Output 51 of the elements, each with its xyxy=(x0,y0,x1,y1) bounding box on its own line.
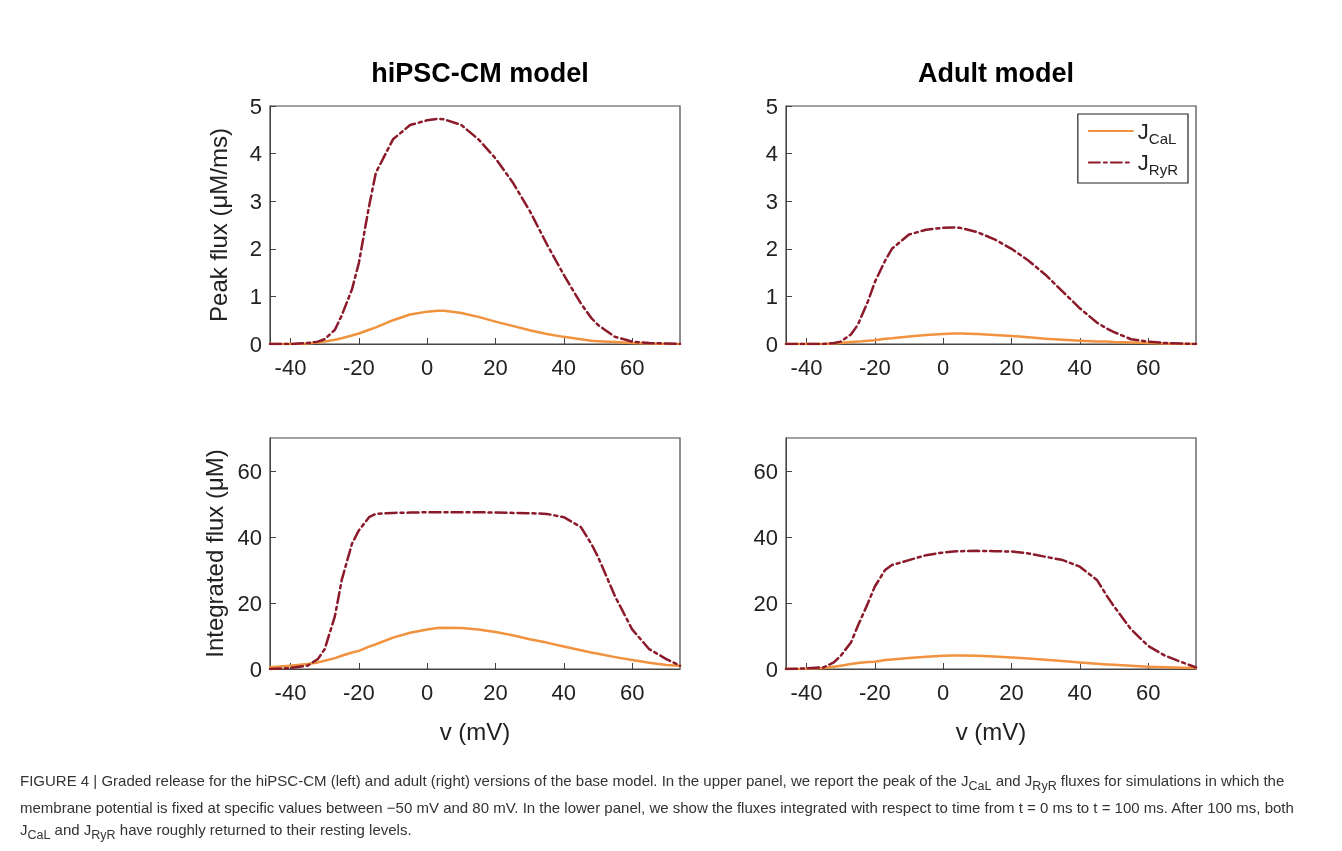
x-tick-label: 0 xyxy=(421,679,434,705)
y-tick-label: 0 xyxy=(249,331,262,357)
y-tick-label: 20 xyxy=(753,590,778,616)
x-tick-label: -20 xyxy=(342,354,375,380)
y-tick-label: 20 xyxy=(237,590,262,616)
y-tick-label: 0 xyxy=(765,331,778,357)
x-tick-label: 60 xyxy=(619,354,645,380)
x-tick-label: 40 xyxy=(1067,679,1093,705)
y-tick-label: 1 xyxy=(249,283,262,309)
y-axis-title: Integrated flux (μM) xyxy=(201,449,229,658)
x-tick-label: 60 xyxy=(619,679,645,705)
x-tick-label: -40 xyxy=(274,354,307,380)
y-tick-label: 3 xyxy=(765,188,778,214)
chart-title: hiPSC-CM model xyxy=(371,57,589,88)
y-tick-label: 40 xyxy=(237,524,262,550)
y-tick-label: 5 xyxy=(249,93,262,119)
x-tick-label: 40 xyxy=(551,354,577,380)
x-tick-label: 0 xyxy=(937,354,950,380)
y-tick-label: 2 xyxy=(249,236,262,262)
x-tick-label: -40 xyxy=(274,679,307,705)
y-tick-label: 3 xyxy=(249,188,262,214)
y-tick-label: 0 xyxy=(249,656,262,682)
x-tick-label: -20 xyxy=(858,354,891,380)
x-tick-label: 0 xyxy=(421,354,434,380)
y-tick-label: 60 xyxy=(753,458,778,484)
y-tick-label: 4 xyxy=(249,141,262,167)
y-tick-label: 40 xyxy=(753,524,778,550)
x-tick-label: -40 xyxy=(790,679,823,705)
x-tick-label: 60 xyxy=(1135,354,1161,380)
x-tick-label: 0 xyxy=(937,679,950,705)
text: FIGURE 4 | Graded release for the hiPSC-CM (left) and adult (right) versions of the base model. In the upper panel, we report the peak of the J$_{CaL}$ and J$_{RyR}$ fluxes for simulations in which the membrane potential is fixed at specific values between −50 mV and 80 mV. In the lower panel, we show the fluxes integrated with respect to time from t = 0 ms to t = 100 ms. After 100 ms, both J$_{CaL}$ and J$_{RyR}$ have roughly returned to their resting levels. xyxy=(20,772,1294,842)
x-tick-label: 20 xyxy=(999,679,1024,705)
y-tick-label: 5 xyxy=(765,93,778,119)
y-tick-label: 2 xyxy=(765,236,778,262)
x-tick-label: 60 xyxy=(1135,679,1161,705)
x-tick-label: 20 xyxy=(483,354,508,380)
y-tick-label: 60 xyxy=(237,458,262,484)
y-tick-label: 0 xyxy=(765,656,778,682)
x-tick-label: -20 xyxy=(858,679,891,705)
x-tick-label: 40 xyxy=(551,679,577,705)
x-tick-label: -20 xyxy=(342,679,375,705)
y-tick-label: 1 xyxy=(765,283,778,309)
chart-title: Adult model xyxy=(918,57,1074,88)
x-tick-label: 40 xyxy=(1067,354,1093,380)
x-axis-title: v (mV) xyxy=(955,717,1027,745)
x-tick-label: 20 xyxy=(483,679,508,705)
x-tick-label: 20 xyxy=(999,354,1024,380)
x-axis-title: v (mV) xyxy=(439,717,511,745)
x-tick-label: -40 xyxy=(790,354,823,380)
y-tick-label: 4 xyxy=(765,141,778,167)
y-axis-title: Peak flux (μM/ms) xyxy=(204,128,232,322)
